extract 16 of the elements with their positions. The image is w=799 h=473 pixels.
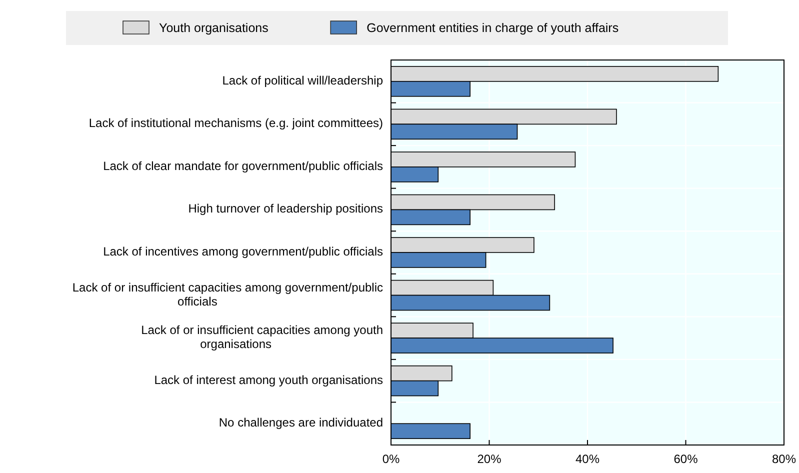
legend-label: Government entities in charge of youth affairs: [366, 21, 619, 35]
x-tick-label: 40%: [575, 452, 600, 466]
y-tick-label: Lack of political will/leadership: [222, 74, 384, 88]
x-tick-label: 80%: [772, 452, 796, 466]
y-tick-label: No challenges are individuated: [218, 416, 383, 430]
y-tick-label: Lack of clear mandate for government/public officials: [103, 159, 383, 174]
y-tick-label: Lack of or insufficient capacities among government/public officials: [72, 280, 383, 308]
x-tick-label: 0%: [382, 452, 400, 466]
y-tick-label: Lack of interest among youth organisations: [154, 373, 383, 388]
y-tick-label: Lack of institutional mechanisms (e.g. joint committees): [88, 116, 383, 130]
legend-label: Youth organisations: [159, 21, 268, 35]
x-tick-label: 20%: [477, 452, 502, 466]
x-tick-label: 60%: [674, 452, 698, 466]
y-tick-label: Lack of incentives among government/public officials: [103, 244, 383, 259]
y-tick-label: High turnover of leadership positions: [188, 202, 383, 216]
y-tick-label: Lack of or insufficient capacities among youth organisations: [141, 323, 383, 352]
